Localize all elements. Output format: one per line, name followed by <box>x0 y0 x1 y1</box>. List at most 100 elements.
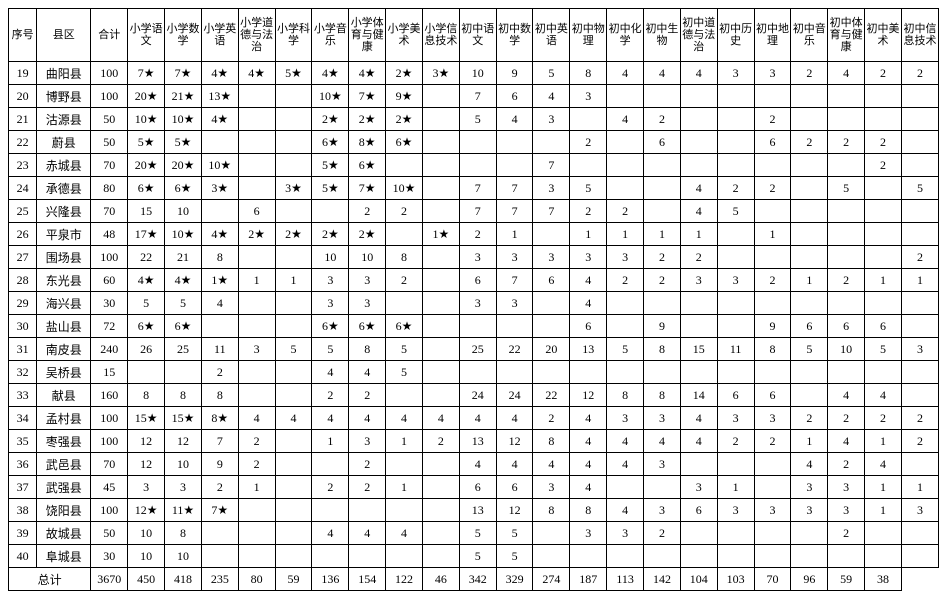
data-cell: 6★ <box>312 131 349 154</box>
data-cell <box>791 154 828 177</box>
data-cell: 25 <box>165 338 202 361</box>
data-cell <box>533 545 570 568</box>
data-cell: 5 <box>717 200 754 223</box>
data-cell <box>275 430 312 453</box>
seq-cell: 28 <box>9 269 37 292</box>
data-cell: 4 <box>828 384 865 407</box>
data-cell: 10 <box>349 246 386 269</box>
data-cell: 8 <box>533 499 570 522</box>
data-cell <box>422 476 459 499</box>
data-cell <box>791 522 828 545</box>
data-cell: 6 <box>570 315 607 338</box>
data-cell: 2 <box>644 108 681 131</box>
data-cell: 4 <box>312 407 349 430</box>
table-row: 21沽源县5010★10★4★2★2★2★543422 <box>9 108 939 131</box>
col-header: 初中地理 <box>754 9 791 62</box>
data-cell: 3 <box>533 246 570 269</box>
data-cell: 4★ <box>201 223 238 246</box>
data-cell: 8 <box>644 384 681 407</box>
data-cell: 4 <box>607 453 644 476</box>
data-cell: 4★ <box>201 108 238 131</box>
data-cell: 22 <box>128 246 165 269</box>
county-cell: 海兴县 <box>37 292 91 315</box>
data-cell <box>275 154 312 177</box>
data-cell: 4 <box>422 407 459 430</box>
data-cell <box>312 545 349 568</box>
data-cell <box>422 108 459 131</box>
data-cell <box>901 200 938 223</box>
data-cell <box>717 108 754 131</box>
data-cell <box>680 292 717 315</box>
data-cell <box>312 200 349 223</box>
data-cell: 8 <box>201 246 238 269</box>
data-cell: 10 <box>459 62 496 85</box>
data-cell: 2 <box>791 62 828 85</box>
data-cell: 4 <box>496 108 533 131</box>
data-cell: 3 <box>717 407 754 430</box>
data-cell: 1 <box>865 269 902 292</box>
data-table: 序号县区合计小学语文小学数学小学英语小学道德与法治小学科学小学音乐小学体育与健康… <box>8 8 939 591</box>
data-cell <box>238 108 275 131</box>
data-cell: 12 <box>570 384 607 407</box>
data-cell: 3 <box>312 269 349 292</box>
data-cell: 2 <box>386 269 423 292</box>
data-cell: 13 <box>459 499 496 522</box>
data-cell: 7★ <box>128 62 165 85</box>
data-cell: 6 <box>754 131 791 154</box>
data-cell <box>422 384 459 407</box>
data-cell: 5 <box>165 292 202 315</box>
table-row: 34孟村县10015★15★8★4444444424334332222 <box>9 407 939 430</box>
data-cell <box>791 384 828 407</box>
county-cell: 南皮县 <box>37 338 91 361</box>
data-cell: 8 <box>165 522 202 545</box>
data-cell: 2 <box>828 522 865 545</box>
data-cell: 240 <box>91 338 128 361</box>
footer-cell: 122 <box>386 568 423 591</box>
data-cell: 15 <box>680 338 717 361</box>
data-cell: 3 <box>312 292 349 315</box>
data-cell: 4 <box>680 62 717 85</box>
data-cell: 4 <box>533 85 570 108</box>
data-cell: 8★ <box>349 131 386 154</box>
seq-cell: 34 <box>9 407 37 430</box>
seq-cell: 31 <box>9 338 37 361</box>
data-cell: 4 <box>680 430 717 453</box>
data-cell <box>422 338 459 361</box>
data-cell: 5 <box>386 361 423 384</box>
table-row: 22蔚县505★5★6★8★6★266222 <box>9 131 939 154</box>
footer-cell: 235 <box>201 568 238 591</box>
col-header: 序号 <box>9 9 37 62</box>
data-cell: 10★ <box>201 154 238 177</box>
data-cell: 2 <box>349 384 386 407</box>
data-cell: 4 <box>349 522 386 545</box>
data-cell: 4 <box>865 384 902 407</box>
col-header: 初中美术 <box>865 9 902 62</box>
data-cell <box>201 545 238 568</box>
data-cell: 2 <box>717 177 754 200</box>
data-cell <box>791 361 828 384</box>
data-cell <box>717 453 754 476</box>
seq-cell: 40 <box>9 545 37 568</box>
data-cell: 2 <box>717 430 754 453</box>
data-cell: 2 <box>644 246 681 269</box>
data-cell <box>201 522 238 545</box>
data-cell: 4 <box>386 522 423 545</box>
col-header: 初中历史 <box>717 9 754 62</box>
data-cell: 5 <box>607 338 644 361</box>
data-cell <box>791 292 828 315</box>
data-cell: 5 <box>865 338 902 361</box>
data-cell <box>496 315 533 338</box>
data-cell: 1 <box>386 476 423 499</box>
data-cell: 7★ <box>349 85 386 108</box>
data-cell: 4 <box>570 269 607 292</box>
seq-cell: 26 <box>9 223 37 246</box>
data-cell: 5 <box>901 177 938 200</box>
data-cell: 5 <box>128 292 165 315</box>
data-cell: 5 <box>570 177 607 200</box>
data-cell <box>275 384 312 407</box>
data-cell: 2 <box>754 269 791 292</box>
table-row: 37武强县4533212216634313311 <box>9 476 939 499</box>
data-cell: 3 <box>607 522 644 545</box>
col-header: 初中英语 <box>533 9 570 62</box>
data-cell: 9 <box>754 315 791 338</box>
